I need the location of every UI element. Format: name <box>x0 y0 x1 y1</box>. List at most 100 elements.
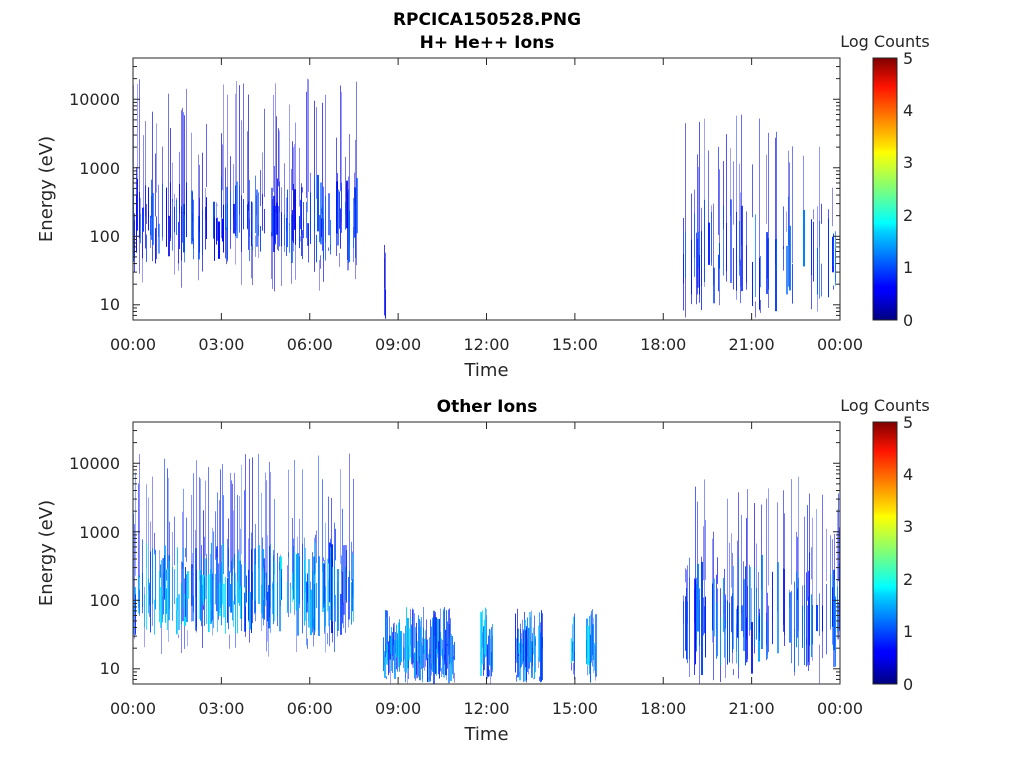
spectrogram-streak <box>306 581 307 646</box>
x-tick-label: 15:00 <box>552 699 598 718</box>
spectrogram-streak <box>139 453 140 578</box>
spectrogram-streak <box>169 521 170 562</box>
colorbar-gradient <box>872 57 898 321</box>
spectrogram-core <box>383 637 384 672</box>
spectrogram-streak <box>696 277 697 305</box>
spectrogram-streak <box>766 498 767 646</box>
spectrogram-streak <box>255 235 256 257</box>
spectrogram-streak <box>319 260 320 291</box>
spectrogram-streak <box>137 84 138 188</box>
spectrogram-streak <box>244 490 245 588</box>
spectrogram-core <box>200 575 201 621</box>
spectrogram-core <box>295 215 296 245</box>
spectrogram-streak <box>292 518 293 590</box>
spectrogram-core <box>789 592 791 643</box>
spectrogram-core <box>345 566 346 600</box>
spectrogram-streak <box>239 85 240 215</box>
spectrogram-core <box>695 579 696 665</box>
spectrogram-streak <box>717 557 718 584</box>
spectrogram-core <box>255 564 256 601</box>
spectrogram-core <box>353 554 354 622</box>
y-tick-label: 1000 <box>79 159 120 178</box>
spectrogram-core <box>384 651 386 678</box>
spectrogram-streak <box>796 531 797 609</box>
spectrogram-core <box>172 198 173 251</box>
colorbar-gradient <box>872 421 898 685</box>
spectrogram-core <box>756 588 757 640</box>
spectrogram-core <box>264 558 265 620</box>
spectrogram-core <box>416 622 417 675</box>
spectrogram-core <box>149 582 150 606</box>
spectrogram-core <box>310 589 312 636</box>
spectrogram-core <box>832 587 833 627</box>
spectrogram-core <box>264 208 265 234</box>
spectrogram-core <box>420 626 421 681</box>
spectrogram-core <box>788 196 789 287</box>
spectrogram-core <box>404 633 405 672</box>
spectrogram-core <box>275 212 276 245</box>
spectrogram-core <box>215 573 216 605</box>
spectrogram-streak <box>751 587 752 629</box>
spectrogram-streak <box>729 542 730 621</box>
spectrogram-core <box>830 574 831 628</box>
spectrogram-core <box>152 548 153 604</box>
spectrogram-core <box>289 223 290 253</box>
spectrogram-streak <box>349 453 350 594</box>
spectrogram-streak <box>228 518 229 567</box>
spectrogram-core <box>736 608 737 664</box>
spectrogram-core <box>172 566 173 621</box>
spectrogram-core <box>486 615 487 657</box>
spectrogram-core <box>518 629 519 654</box>
spectrogram-core <box>292 209 293 241</box>
spectrogram-core <box>811 594 812 657</box>
spectrogram-core <box>262 193 263 231</box>
spectrogram-core <box>520 623 521 669</box>
spectrogram-core <box>689 557 690 660</box>
spectrogram-streak <box>816 509 817 632</box>
spectrogram-core <box>241 564 242 632</box>
spectrogram-core <box>142 572 143 608</box>
spectrogram-streak <box>183 112 184 219</box>
spectrogram-core <box>315 542 316 632</box>
spectrogram-streak <box>719 169 720 306</box>
spectrogram-streak <box>264 108 265 198</box>
spectrogram-core <box>424 638 425 654</box>
spectrogram-core <box>819 220 820 299</box>
spectrogram-core <box>593 624 594 660</box>
spectrogram-streak <box>182 511 183 569</box>
spectrogram-core <box>522 644 523 665</box>
spectrogram-streak <box>723 161 724 230</box>
spectrogram-core <box>422 645 423 683</box>
spectrogram-core <box>322 206 323 230</box>
spectrogram-core <box>265 572 266 606</box>
spectrogram-core <box>163 558 164 615</box>
spectrogram-streak <box>233 510 234 569</box>
colorbar-tick-label: 3 <box>903 153 913 172</box>
spectrogram-core <box>759 257 760 310</box>
spectrogram-streak <box>270 471 271 609</box>
spectrogram-core <box>806 572 807 667</box>
spectrogram-streak <box>539 676 540 681</box>
spectrogram-streak <box>302 469 303 600</box>
spectrogram-streak <box>276 116 277 214</box>
spectrogram-streak <box>227 538 228 578</box>
spectrogram-core <box>302 543 303 634</box>
spectrogram-core <box>427 658 428 682</box>
spectrogram-core <box>184 215 185 263</box>
spectrogram-core <box>732 593 733 653</box>
spectrogram-core <box>230 191 231 230</box>
spectrogram-streak <box>454 672 455 683</box>
spectrogram-core <box>816 604 818 632</box>
spectrogram-core <box>405 625 406 683</box>
spectrogram-core <box>694 578 695 675</box>
spectrogram-streak <box>572 624 573 653</box>
spectrogram-core <box>213 577 214 629</box>
spectrogram-core <box>384 244 385 316</box>
spectrogram-core <box>730 199 732 283</box>
y-tick-label: 10 <box>100 659 120 678</box>
spectrogram-streak <box>193 473 194 575</box>
spectrogram-core <box>236 181 238 239</box>
spectrogram-streak <box>134 524 135 639</box>
spectrogram-core <box>139 589 140 616</box>
spectrogram-streak <box>222 144 223 191</box>
